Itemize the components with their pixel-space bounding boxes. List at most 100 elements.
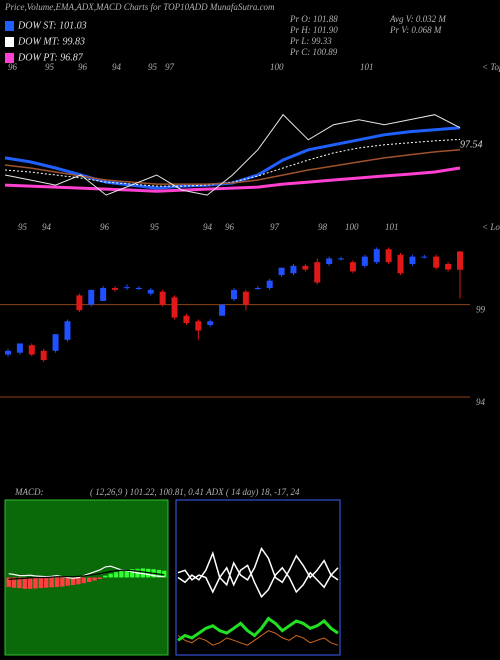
candle-body [385,249,392,263]
legend-swatch [5,53,14,63]
candle-body [457,251,463,270]
macd-histogram-bar [11,577,17,588]
macd-histogram-bar [113,572,119,578]
candle-body [278,267,285,276]
macd-histogram-bar [92,577,97,581]
ema-line [4,138,461,187]
macd-histogram-bar [87,577,92,583]
candle-body [397,254,404,274]
axis-label: 96 [100,222,110,232]
adx-line [177,630,339,646]
price-stat: Pr O: 101.88 [289,14,338,24]
axis-label: 96 [225,222,235,232]
axis-label: 101 [385,222,399,232]
macd-histogram-bar [60,577,65,587]
ema-line [4,113,461,196]
macd-histogram-bar [162,570,167,578]
legend-swatch [5,21,14,31]
candle-body [242,291,249,305]
axis-label: 98 [318,222,328,232]
axis-label: 94 [203,222,213,232]
candle-body [207,321,214,325]
macd-label: MACD: [14,487,44,497]
candle-body [28,345,35,355]
macd-histogram-bar [27,577,33,589]
volume-stat: Avg V: 0.032 M [389,14,446,24]
ema-line [4,126,461,190]
macd-line [8,565,165,579]
legend-swatch [5,37,14,47]
axis-label: 100 [345,222,359,232]
macd-histogram-bar [76,577,81,585]
adx-line [177,564,339,599]
candle-body [302,265,309,270]
candle-body [433,256,440,268]
candle-body [88,289,95,305]
macd-histogram-bar [44,577,49,588]
candle-body [64,321,71,340]
macd-histogram-bar [140,568,146,578]
macd-histogram-bar [65,577,70,586]
ema-line [4,149,461,185]
candle-body [147,289,154,294]
top-axis-label: 101 [360,62,374,72]
candle-body [326,258,333,265]
candle-body [40,350,47,361]
top-axis-label: 94 [112,62,122,72]
candle-body [16,343,23,353]
candle-body [231,289,237,300]
macd-histogram-bar [17,577,22,589]
candle-body [171,297,178,318]
ema-line [4,166,461,193]
macd-histogram-bar [49,577,54,588]
indicator-text: ( 12,26,9 ) 101.22, 100.81, 0.41 ADX ( 1… [90,487,300,497]
y-tick-label: 99 [476,305,486,315]
adx-line [177,546,339,587]
top-axis-label: 95 [148,62,158,72]
macd-histogram-bar [33,577,38,589]
candle-body [361,256,368,266]
axis-end-label: < Lows [482,222,500,232]
candle-body [76,295,83,311]
top-axis-label: 95 [45,62,55,72]
macd-line [8,569,165,580]
candle-body [373,249,380,263]
macd-histogram-bar [54,577,60,587]
legend-entry: DOW PT: 96.87 [17,52,84,63]
candle-body [5,350,11,355]
macd-histogram-bar [124,569,129,578]
candle-body [123,287,130,289]
candle-body [112,288,119,290]
top-axis-label: 96 [8,62,18,72]
macd-histogram-bar [22,577,27,589]
y-tick-label: 94 [476,397,486,407]
candle-body [183,315,190,324]
candle-body [409,256,416,265]
price-label: 97.54 [460,139,483,150]
candle-body [421,256,428,258]
adx-line [177,616,339,642]
legend-entry: DOW ST: 101.03 [17,20,87,31]
volume-stat: Pr V: 0.068 M [389,25,442,35]
candle-body [219,304,226,316]
macd-histogram-bar [108,573,113,578]
axis-label: 95 [18,222,28,232]
macd-histogram-bar [81,577,86,584]
macd-histogram-bar [6,577,11,587]
legend-entry: DOW MT: 99.83 [17,36,85,47]
candle-body [195,321,202,331]
page-title: Price,Volume,EMA,ADX,MACD Charts for TOP… [4,2,275,12]
candle-body [52,334,59,351]
top-axis-label: 97 [165,62,175,72]
axis-label: 95 [150,222,160,232]
candle-body [135,288,142,290]
macd-histogram-bar [70,577,76,586]
price-stat: Pr C: 100.89 [289,47,338,57]
price-stat: Pr H: 101.90 [289,25,338,35]
macd-histogram-bar [38,577,44,589]
candle-body [100,288,107,301]
axis-label: 94 [42,222,52,232]
candle-body [445,264,452,270]
top-end-label: < Tops [482,62,500,72]
